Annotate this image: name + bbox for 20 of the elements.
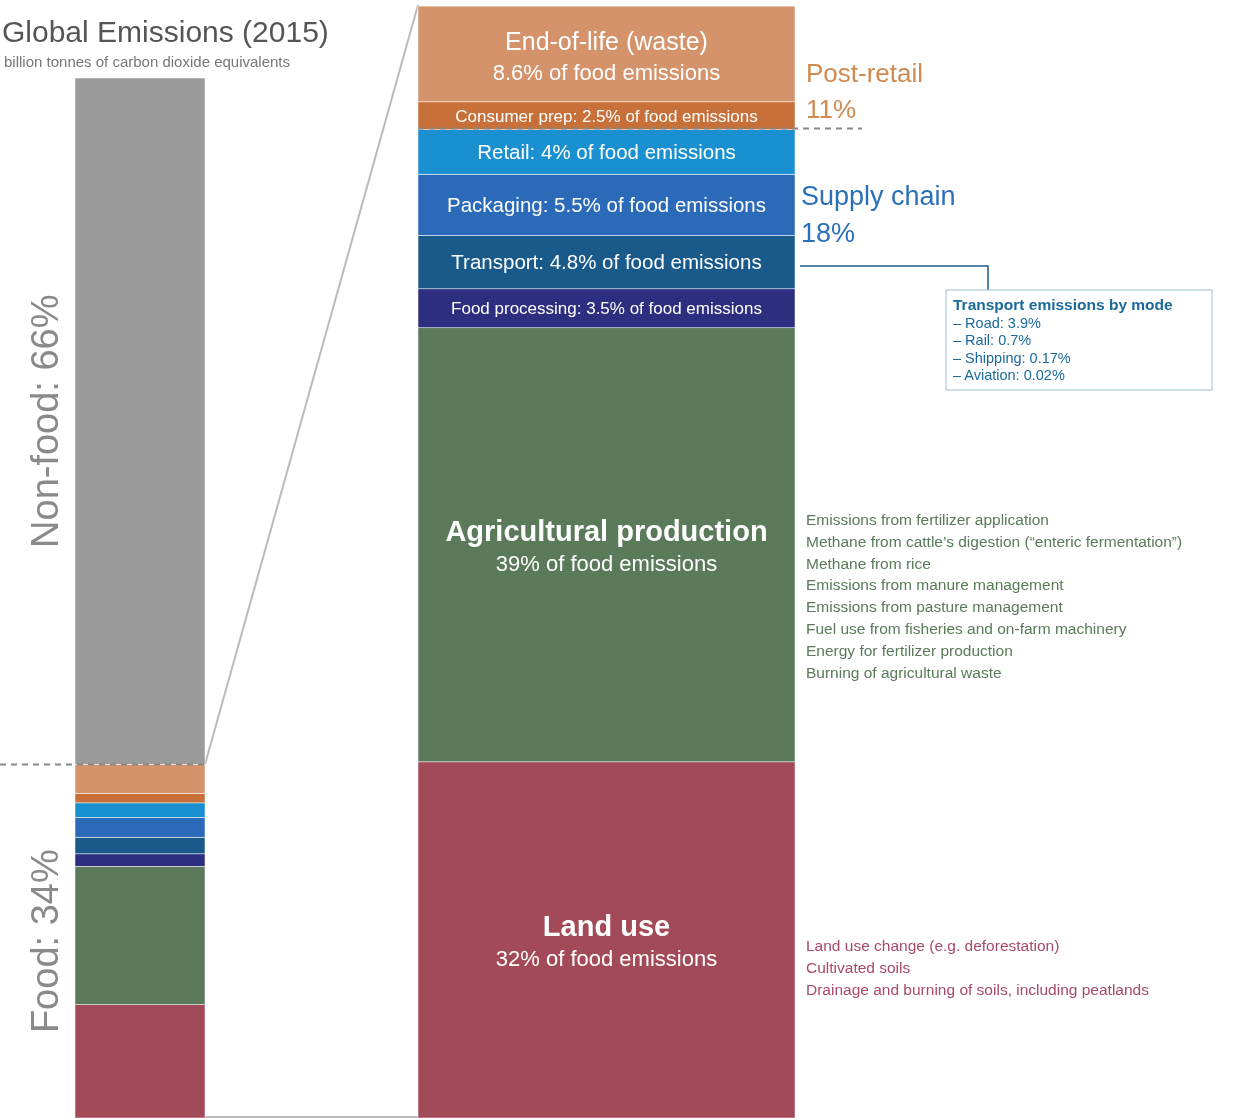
chart-title: Global Emissions (2015) <box>2 15 329 48</box>
text: Consumer prep: 2.5% of food emissions <box>455 106 758 126</box>
text: Transport emissions by mode – Road: 3.9% – Rail: 0.7% – Shipping: 0.17% – Aviation: 0.02% <box>953 296 1174 383</box>
data-label: 39% of food emissions <box>495 550 718 576</box>
text: Land use change (e.g. deforestation) Cultivated soils Drainage and burning of soils, including peatlands <box>806 937 1150 998</box>
text: Retail: 4% of food emissions <box>477 140 736 164</box>
text: Non-food: 66% <box>24 294 66 548</box>
series-label: End-of-life (waste) <box>505 26 708 55</box>
text: Transport: 4.8% of food emissions <box>451 250 762 274</box>
series-label: Land use <box>542 909 671 942</box>
text: Emissions from fertilizer application Methane from cattle’s digestion (“enteric fermentation”) Methane from rice Emissions from manure management Emissions from pasture management Fuel use from fisheries and on-farm machinery Energy for fertilizer production Burning of agricultural waste <box>806 511 1183 681</box>
text: Post-retail 11% <box>806 58 924 124</box>
data-label: 32% of food emissions <box>495 945 718 971</box>
chart-subtitle: billion tonnes of carbon dioxide equivalents <box>4 53 291 70</box>
text: Packaging: 5.5% of food emissions <box>446 192 767 216</box>
text: Supply chain 18% <box>801 181 956 248</box>
data-label: 8.6% of food emissions <box>492 59 721 85</box>
series-label: Agricultural production <box>445 514 768 547</box>
text: Food processing: 3.5% of food emissions <box>451 299 762 319</box>
text: Food: 34% <box>24 849 66 1034</box>
